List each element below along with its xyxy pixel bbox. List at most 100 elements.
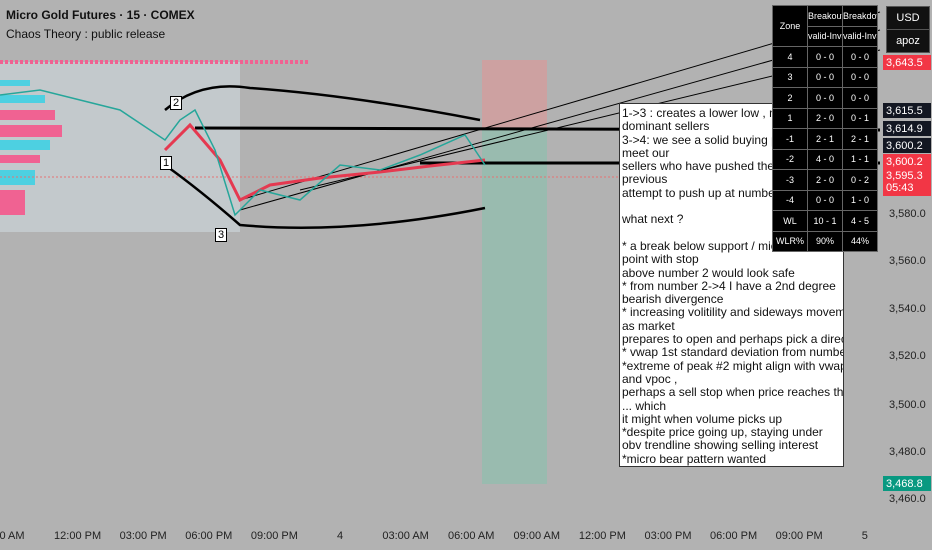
table-cell: 0 - 0 xyxy=(807,189,843,211)
price-tick: 3,500.0 xyxy=(889,399,926,411)
table-cell: 2 - 0 xyxy=(807,169,843,191)
table-row: WLR% 90% 44% xyxy=(772,230,878,252)
subheader-cell: valid-Invalid xyxy=(807,25,843,47)
table-cell: 1 - 0 xyxy=(842,189,878,211)
price-tick: 3,520.0 xyxy=(889,350,926,362)
table-subheader-row: valid-Invalidvalid-Invalid xyxy=(773,25,878,47)
price-tag-label: 3,600.2 xyxy=(886,139,923,152)
table-cell: WL xyxy=(772,210,808,232)
table-cell: -1 xyxy=(772,128,808,150)
price-tag: 3,614.9 xyxy=(883,121,931,136)
note-line: dominant sellers xyxy=(622,119,710,134)
table-cell: -2 xyxy=(772,148,808,170)
table-cell: 10 - 1 xyxy=(807,210,843,232)
note-line: * from number 2->4 I have a 2nd degree xyxy=(622,278,836,293)
price-tag: 3,600.2 xyxy=(883,138,931,153)
price-tag: 3,615.5 xyxy=(883,103,931,118)
currency-button[interactable]: USD xyxy=(886,6,930,30)
table-cell: 4 - 5 xyxy=(842,210,878,232)
note-line: it might when volume picks up xyxy=(622,411,783,426)
table-cell: 0 - 0 xyxy=(842,87,878,109)
user-button[interactable]: apoz xyxy=(886,29,930,53)
vwap xyxy=(163,122,486,203)
reward-zone xyxy=(482,130,547,484)
table-cell: 2 - 0 xyxy=(807,107,843,129)
price-tag-label: 3,614.9 xyxy=(886,122,923,135)
table-cell: 2 - 1 xyxy=(807,128,843,150)
time-tick: 06:00 AM xyxy=(447,530,495,542)
table-cell: 0 - 0 xyxy=(842,46,878,68)
table-cell: 1 xyxy=(772,107,808,129)
time-tick: 5 xyxy=(861,530,868,542)
wave-label: 1 xyxy=(160,156,173,170)
price-tick: 3,580.0 xyxy=(889,208,926,220)
indicator-name: Chaos Theory : public release xyxy=(6,27,166,41)
table-cell: 1 - 1 xyxy=(842,148,878,170)
table-cell: 2 xyxy=(772,87,808,109)
header-cell: Zone xyxy=(772,5,808,47)
price-tag-label: 3,643.5 xyxy=(886,56,923,69)
table-cell: 0 - 0 xyxy=(807,66,843,88)
table-cell: 2 - 1 xyxy=(842,128,878,150)
table-cell: 3 xyxy=(772,66,808,88)
table-cell: WLR% xyxy=(772,230,808,252)
note-line: prepares to open and perhaps pick a dire… xyxy=(622,332,844,347)
note-line: as market xyxy=(622,318,675,333)
note-line: * increasing volitility and sideways mov… xyxy=(622,305,844,320)
note-line: and vpoc , xyxy=(622,371,678,386)
time-tick: 09:00 AM xyxy=(513,530,561,542)
note-line: above number 2 would look safe xyxy=(622,265,795,280)
note-line: * vwap 1st standard deviation from numbe… xyxy=(622,345,844,360)
countdown: 05:43 xyxy=(886,182,914,194)
note-line: sellers who have pushed the ma xyxy=(622,159,795,174)
price-tag: 3,595.3 05:43 xyxy=(883,168,931,196)
note-paragraph: 1->3 : creates a lower low , nur dominant… xyxy=(622,106,841,200)
price-tag: 3,643.5 xyxy=(883,55,931,70)
price-tag-label: 3,468.8 xyxy=(886,477,923,490)
table-cell: 4 - 0 xyxy=(807,148,843,170)
wave-label: 3 xyxy=(215,228,228,242)
table-cell: 0 - 0 xyxy=(842,66,878,88)
price-tag: 3,468.8 xyxy=(883,476,931,491)
table-cell: -3 xyxy=(772,169,808,191)
note-line: *despite price going up, staying under xyxy=(622,425,823,440)
price-series xyxy=(0,89,486,217)
price-tick: 3,540.0 xyxy=(889,303,926,315)
note-line: previous xyxy=(622,172,668,187)
header-cell: Breakouts xyxy=(807,5,843,27)
note-line: meet our xyxy=(622,145,670,160)
note-line: 1->3 : creates a lower low , nur xyxy=(622,106,787,120)
price-tick: 3,460.0 xyxy=(889,493,926,505)
time-tick: 06:00 PM xyxy=(185,530,233,542)
table-cell: 0 - 0 xyxy=(807,87,843,109)
note-line: what next ? xyxy=(622,212,684,227)
time-tick: 09:00 PM xyxy=(250,530,298,542)
time-tick: 0 AM xyxy=(0,530,25,542)
time-tick: 03:00 PM xyxy=(644,530,692,542)
volume-profile xyxy=(0,80,62,215)
subheader-cell: valid-Invalid xyxy=(842,25,878,47)
time-tick: 09:00 PM xyxy=(775,530,823,542)
table-cell: 44% xyxy=(842,230,878,252)
note-line: 3->4: we see a solid buying pres xyxy=(622,132,795,147)
stats-table: ZoneBreakoutsBreakdownvalid-Invalidvalid… xyxy=(772,5,878,252)
price-tag-label: 3,600.2 xyxy=(886,155,923,168)
table-cell: 0 - 0 xyxy=(807,46,843,68)
price-tag: 3,600.2 xyxy=(883,154,931,169)
time-tick: 12:00 PM xyxy=(54,530,102,542)
risk-zone xyxy=(482,60,547,130)
price-tick: 3,560.0 xyxy=(889,255,926,267)
note-line: attempt to push up at number 1 xyxy=(622,185,789,200)
price-tag-label: 3,615.5 xyxy=(886,104,923,117)
table-cell: -4 xyxy=(772,189,808,211)
note-paragraph: * a break below support / micro bull tur… xyxy=(622,239,844,466)
